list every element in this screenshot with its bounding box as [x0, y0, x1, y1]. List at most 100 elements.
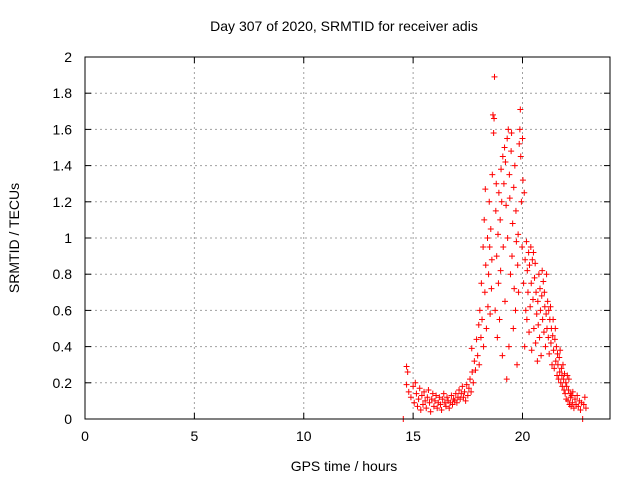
data-point: [468, 345, 475, 352]
data-point: [563, 383, 570, 390]
data-point: [512, 207, 519, 214]
data-point: [572, 396, 578, 403]
data-point: [552, 358, 559, 365]
y-tick-label: 1.4: [53, 158, 73, 174]
data-point: [520, 280, 527, 287]
data-point: [446, 405, 453, 412]
data-point: [486, 244, 493, 251]
data-point: [560, 376, 567, 383]
data-point: [538, 292, 545, 299]
data-point: [463, 381, 470, 388]
grid: [85, 57, 610, 419]
data-point: [527, 303, 534, 310]
data-point: [488, 285, 495, 292]
data-point: [538, 352, 545, 359]
data-point: [499, 153, 506, 160]
data-points: [400, 73, 589, 422]
data-point: [429, 390, 436, 397]
data-point: [530, 249, 537, 256]
data-point: [436, 394, 443, 401]
data-point: [486, 198, 493, 205]
data-point: [559, 361, 566, 368]
data-point: [516, 126, 523, 133]
data-point: [421, 388, 428, 395]
data-point: [413, 390, 420, 397]
data-point: [534, 298, 541, 305]
data-point: [470, 379, 477, 386]
data-point: [492, 207, 499, 214]
data-point: [516, 140, 523, 147]
data-point: [439, 396, 446, 403]
data-point: [515, 231, 522, 238]
data-point: [581, 394, 588, 401]
data-point: [569, 399, 576, 406]
y-tick-label: 1: [64, 230, 72, 246]
data-point: [502, 158, 509, 165]
data-point: [496, 316, 503, 323]
data-point: [484, 303, 491, 310]
data-point: [461, 388, 468, 395]
data-point: [514, 361, 521, 368]
data-point: [423, 405, 430, 412]
data-point: [512, 307, 519, 314]
data-point: [481, 289, 488, 296]
data-point: [464, 392, 471, 399]
data-point: [519, 135, 526, 142]
data-point: [448, 392, 455, 399]
data-point: [523, 316, 530, 323]
data-point: [509, 253, 515, 260]
y-tick-label: 2: [64, 49, 72, 65]
data-point: [441, 399, 448, 406]
data-point: [510, 325, 517, 332]
y-tick-label: 0.2: [53, 375, 73, 391]
data-point: [521, 189, 528, 196]
data-point: [519, 177, 526, 184]
data-point: [524, 289, 531, 296]
data-point: [528, 347, 535, 354]
data-point: [551, 336, 558, 343]
data-point: [504, 135, 511, 142]
x-tick-label: 5: [190, 428, 198, 444]
data-point: [427, 408, 434, 415]
data-point: [528, 280, 535, 287]
data-point: [487, 311, 494, 318]
data-point: [476, 307, 483, 314]
chart-title: Day 307 of 2020, SRMTID for receiver adi…: [210, 18, 478, 34]
data-point: [500, 180, 507, 187]
data-point: [562, 379, 569, 386]
data-point: [531, 274, 538, 281]
data-point: [550, 347, 557, 354]
data-point: [414, 403, 421, 410]
data-point: [440, 390, 447, 397]
data-point: [534, 358, 541, 365]
data-point: [416, 385, 423, 392]
data-point: [428, 396, 435, 403]
data-point: [556, 368, 563, 375]
data-point: [544, 298, 551, 305]
data-point: [459, 383, 466, 390]
data-point: [557, 379, 564, 386]
data-point: [468, 388, 475, 395]
data-point: [452, 390, 459, 397]
data-point: [437, 401, 444, 408]
data-point: [546, 350, 553, 357]
data-point: [489, 111, 496, 118]
data-point: [462, 397, 469, 404]
x-tick-label: 0: [81, 428, 89, 444]
axis-ticks: 00.20.40.60.811.21.41.61.820 5 10 15 20: [53, 49, 610, 444]
data-point: [478, 280, 485, 287]
data-point: [502, 298, 508, 305]
data-point: [580, 401, 587, 408]
data-point: [497, 216, 504, 223]
data-point: [415, 396, 422, 403]
data-point: [417, 406, 424, 413]
data-point: [511, 162, 518, 169]
data-point: [518, 198, 525, 205]
y-axis-label: SRMTID / TECUs: [6, 183, 22, 293]
data-point: [474, 352, 481, 359]
data-point: [495, 231, 501, 238]
data-point: [552, 325, 559, 332]
data-point: [491, 115, 498, 122]
data-point: [465, 385, 472, 392]
data-point: [419, 401, 426, 408]
